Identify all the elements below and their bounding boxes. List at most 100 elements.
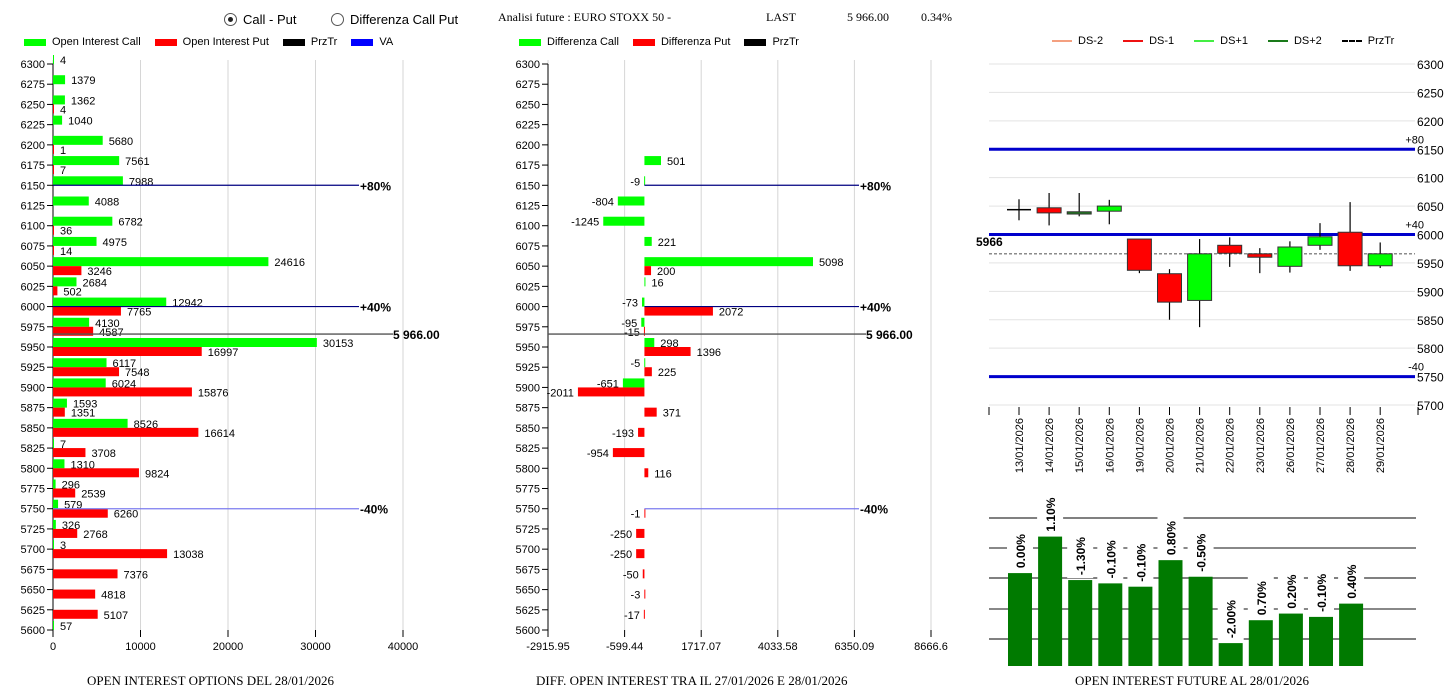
put-bar <box>577 387 645 397</box>
y-tick-label: 5750 <box>21 504 45 516</box>
x-tick-label: 14/01/2026 <box>1044 418 1056 473</box>
call-value-label: 2684 <box>82 277 106 289</box>
legend-item-va: VA <box>351 36 393 48</box>
call-bar <box>53 55 54 64</box>
put-bar <box>53 225 54 235</box>
candle-body <box>1007 208 1031 211</box>
y-tick-label: 5675 <box>516 564 540 576</box>
y-tick-label: 6075 <box>21 241 45 253</box>
x-tick-label: 15/01/2026 <box>1074 418 1086 473</box>
bar-label-bg <box>1037 488 1064 535</box>
y-tick-label: 5950 <box>1417 257 1444 271</box>
put-value-label: 225 <box>658 367 676 379</box>
candle-body <box>1126 238 1152 271</box>
y-tick-label: 6050 <box>21 261 45 273</box>
put-value-label: 1351 <box>71 408 95 420</box>
call-bar <box>53 135 103 145</box>
put-bar <box>53 508 108 518</box>
y-tick-label: 5925 <box>516 362 540 374</box>
x-tick-label: 1717.07 <box>681 641 721 653</box>
future-oi-bar <box>1309 616 1333 666</box>
y-tick-label: 5975 <box>21 322 45 334</box>
put-value-label: 1396 <box>697 347 721 359</box>
y-tick-label: 5750 <box>1417 371 1444 385</box>
candle-body <box>1337 231 1363 267</box>
call-bar <box>644 277 646 287</box>
y-tick-label: 5725 <box>21 524 45 536</box>
reference-line-label: +80% <box>360 179 391 193</box>
radio-call-put[interactable]: Call - Put <box>224 12 296 27</box>
last-value: 5 966.00 <box>847 10 889 24</box>
bar-label-bg <box>1157 512 1184 559</box>
legend-line-ds-1 <box>1123 40 1144 42</box>
y-tick-label: 5650 <box>21 585 45 597</box>
call-bar <box>644 236 652 246</box>
put-bar <box>53 347 202 356</box>
price-line-label: 5 966.00 <box>393 328 440 342</box>
reference-line-label: -40% <box>860 503 888 517</box>
y-tick-label: 6300 <box>21 59 45 71</box>
legend-item-ds+1: DS+1 <box>1194 35 1248 47</box>
radio-call-put-indicator[interactable] <box>224 13 237 26</box>
legend-swatch-call <box>519 38 541 46</box>
call-bar <box>53 317 90 327</box>
y-tick-label: 5625 <box>516 605 540 617</box>
put-value-label: 7 <box>60 165 66 177</box>
candle-body <box>1066 211 1092 215</box>
legend-item-ds+2: DS+2 <box>1267 35 1322 47</box>
call-bar <box>53 378 106 388</box>
future-oi-label: -2.00% <box>1225 600 1239 638</box>
put-value-label: 4818 <box>101 590 125 602</box>
candle-body <box>1036 207 1062 214</box>
call-value-label: 12942 <box>172 298 203 310</box>
y-tick-label: 6250 <box>1417 86 1444 100</box>
put-value-label: 502 <box>63 286 81 298</box>
legend-item-przTr: PrzTr <box>282 36 337 48</box>
call-bar <box>53 499 59 509</box>
y-tick-label: 6150 <box>516 180 540 192</box>
call-bar <box>53 519 56 529</box>
call-value-label: 1379 <box>71 75 95 87</box>
radio-differenza-indicator[interactable] <box>331 13 344 26</box>
y-tick-label: 5975 <box>516 322 540 334</box>
put-value-label: 7376 <box>124 569 148 581</box>
put-value-label: -1 <box>631 509 641 521</box>
call-bar <box>644 257 813 267</box>
put-bar <box>53 609 98 619</box>
radio-differenza-call-put[interactable]: Differenza Call Put <box>331 12 458 27</box>
call-bar <box>644 338 655 347</box>
call-bar <box>53 75 66 85</box>
call-value-label: -804 <box>592 197 614 209</box>
bar-label-bg <box>1277 565 1304 612</box>
y-tick-label: 6075 <box>516 241 540 253</box>
put-value-label: -250 <box>610 549 632 561</box>
legend-swatch-przTr <box>282 38 305 46</box>
call-value-label: 5680 <box>109 136 133 148</box>
put-bar <box>53 245 54 255</box>
y-tick-label: 6125 <box>516 201 540 213</box>
y-tick-label: 5825 <box>21 443 45 455</box>
put-bar <box>636 549 645 559</box>
candle-body <box>1157 273 1182 303</box>
y-tick-label: 6025 <box>21 281 45 293</box>
put-bar <box>53 589 96 599</box>
put-value-label: -3 <box>631 590 641 602</box>
put-value-label: 14 <box>60 246 72 258</box>
bar-label-bg <box>1247 572 1274 619</box>
call-value-label: 4130 <box>95 318 119 330</box>
legend-swatch-call <box>24 38 46 46</box>
y-tick-label: 6300 <box>1417 58 1444 72</box>
call-value-label: 7988 <box>129 176 153 188</box>
call-value-label: 3 <box>60 540 66 552</box>
call-value-label: 7 <box>60 439 66 451</box>
reference-line-label: +40% <box>860 301 891 315</box>
legend-label: DS+2 <box>1293 35 1322 47</box>
call-value-label: -1245 <box>571 217 599 229</box>
x-tick-label: 13/01/2026 <box>1014 418 1026 473</box>
legend-item-ds-2: DS-2 <box>1052 35 1103 47</box>
put-value-label: 4587 <box>99 327 123 339</box>
put-value-label: 2072 <box>719 307 743 319</box>
call-bar <box>53 196 89 206</box>
x-tick-label: 28/01/2026 <box>1345 418 1357 473</box>
put-bar <box>53 144 54 154</box>
